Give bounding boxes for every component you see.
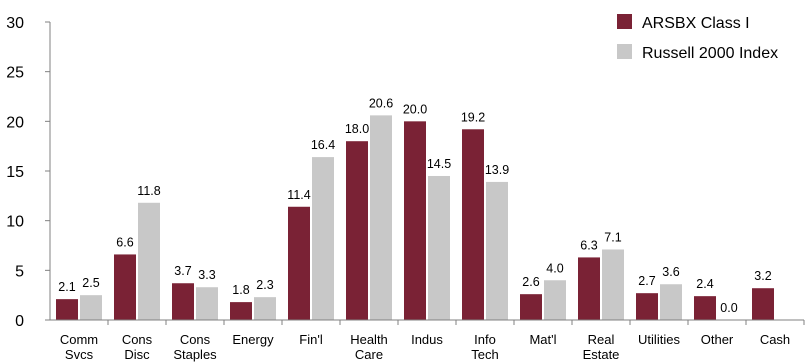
data-label: 11.8 <box>137 184 160 198</box>
bar-arsbx-7 <box>462 129 484 320</box>
bar-russell-7 <box>486 181 508 320</box>
bar-russell-0 <box>80 295 102 320</box>
data-label: 19.2 <box>461 110 485 124</box>
legend-swatch <box>617 44 632 59</box>
bar-arsbx-10 <box>636 293 658 320</box>
x-tick-label: Disc <box>124 347 150 362</box>
legend: ARSBX Class I Russell 2000 Index <box>617 14 778 62</box>
bar-arsbx-5 <box>346 141 368 320</box>
data-label: 3.2 <box>754 269 771 283</box>
bar-arsbx-2 <box>172 283 194 320</box>
x-tick-label: Cons <box>180 332 211 347</box>
x-tick-label: Svcs <box>65 347 94 362</box>
bar-arsbx-11 <box>694 296 716 320</box>
x-tick-label: Estate <box>583 347 620 362</box>
bar-russell-1 <box>138 202 160 320</box>
data-label: 2.1 <box>58 280 75 294</box>
y-tick-label: 30 <box>6 15 24 32</box>
bar-arsbx-6 <box>404 121 426 320</box>
data-label: 4.0 <box>546 261 563 275</box>
data-label: 3.3 <box>198 268 215 282</box>
data-label: 14.5 <box>427 157 451 171</box>
y-axis: 0 5 10 15 20 25 30 <box>6 15 51 330</box>
x-tick-label: Info <box>474 332 496 347</box>
x-tick-label: Fin'l <box>299 332 323 347</box>
data-labels: 2.1 2.56.611.83.7 3.31.8 2.311.416.418.020.… <box>58 96 771 315</box>
x-tick-label: Energy <box>232 332 274 347</box>
bar-russell-6 <box>428 175 450 320</box>
data-label: 13.9 <box>485 163 509 177</box>
data-label: 2.6 <box>522 275 539 289</box>
x-tick-label: Health <box>350 332 388 347</box>
data-label: 3.6 <box>662 265 679 279</box>
x-tick-label: Other <box>701 332 734 347</box>
data-label: 18.0 <box>345 122 369 136</box>
x-tick-label: Mat'l <box>529 332 556 347</box>
data-label: 7.1 <box>604 230 621 244</box>
data-label: 20.6 <box>369 96 393 110</box>
data-label: 1.8 <box>232 283 249 297</box>
data-label: 2.4 <box>696 277 713 291</box>
y-tick-label: 5 <box>15 263 24 280</box>
bar-russell-8 <box>544 280 566 320</box>
x-tick-label: Indus <box>411 332 443 347</box>
data-label: 16.4 <box>311 138 335 152</box>
bar-arsbx-8 <box>520 294 542 320</box>
bar-russell-5 <box>370 115 392 320</box>
data-label: 6.6 <box>116 235 133 249</box>
bar-russell-9 <box>602 249 624 320</box>
y-tick-label: 20 <box>6 114 24 131</box>
data-label: 11.4 <box>287 188 310 202</box>
data-label: 2.7 <box>638 274 655 288</box>
x-tick-label: Comm <box>60 332 98 347</box>
x-tick-label: Real <box>588 332 615 347</box>
legend-swatch <box>617 14 632 29</box>
bar-russell-10 <box>660 284 682 320</box>
x-tick-label: Cash <box>760 332 790 347</box>
legend-label: ARSBX Class I <box>642 15 750 32</box>
bar-arsbx-12 <box>752 288 774 320</box>
bar-russell-3 <box>254 297 276 320</box>
bar-arsbx-4 <box>288 206 310 320</box>
x-tick-label: Cons <box>122 332 153 347</box>
bar-arsbx-1 <box>114 254 136 320</box>
data-label: 2.3 <box>256 278 273 292</box>
y-tick-label: 25 <box>6 65 24 82</box>
x-tick-label: Staples <box>173 347 217 362</box>
data-label: 6.3 <box>580 238 597 252</box>
y-tick-label: 0 <box>15 313 24 330</box>
data-label: 20.0 <box>403 102 427 116</box>
data-label: 0.0 <box>720 301 737 315</box>
bar-russell-4 <box>312 157 334 320</box>
bar-arsbx-0 <box>56 299 78 320</box>
bar-russell-2 <box>196 287 218 320</box>
x-tick-label: Tech <box>471 347 498 362</box>
y-tick-label: 10 <box>6 214 24 231</box>
data-label: 3.7 <box>174 264 191 278</box>
x-tick-label: Utilities <box>638 332 680 347</box>
x-tick-label: Care <box>355 347 383 362</box>
data-label: 2.5 <box>82 276 99 290</box>
legend-label: Russell 2000 Index <box>642 45 778 62</box>
bar-arsbx-9 <box>578 257 600 320</box>
bars <box>56 115 774 320</box>
y-tick-label: 15 <box>6 164 24 181</box>
bar-arsbx-3 <box>230 302 252 320</box>
